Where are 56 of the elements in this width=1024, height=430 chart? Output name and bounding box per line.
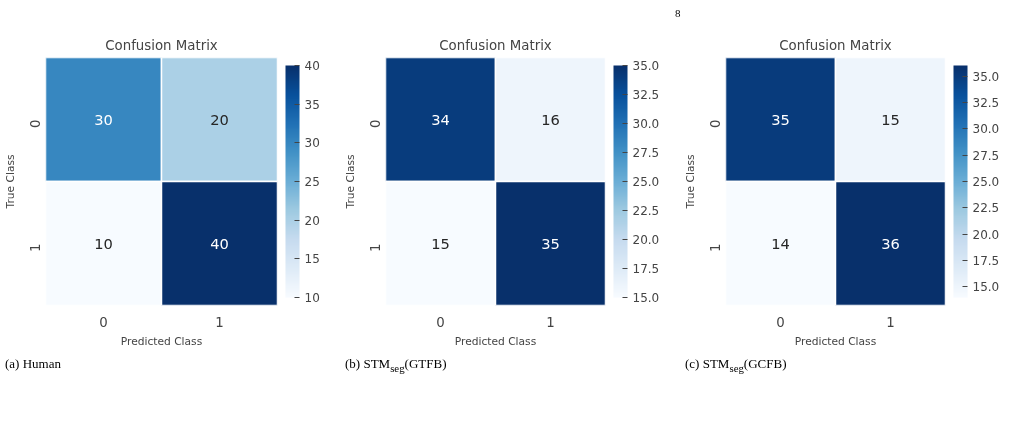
color-bar-label: 10 xyxy=(304,291,320,305)
color-bar-label: 40 xyxy=(304,59,320,73)
color-bar-label: 35.0 xyxy=(972,69,1000,84)
x-tick-label: 1 xyxy=(215,314,224,330)
x-axis-title: Predicted Class xyxy=(454,334,537,348)
data-label: 14 xyxy=(771,234,790,252)
text: (a) Human xyxy=(5,355,61,373)
color-bar-label: 20 xyxy=(304,213,320,228)
chart-title: Confusion Matrix xyxy=(105,37,218,53)
color-bar-label: 25.0 xyxy=(972,175,1000,189)
text: 8 xyxy=(675,6,681,21)
color-bar-label: 15.0 xyxy=(972,280,1000,295)
color-bar-label: 25.0 xyxy=(632,175,660,189)
color-bar-label: 15 xyxy=(304,252,320,267)
data-label: 15 xyxy=(431,234,450,252)
color-bar-label: 20.0 xyxy=(972,227,1000,242)
data-label: 35 xyxy=(771,110,790,128)
color-bar-label: 22.5 xyxy=(972,201,1000,216)
data-label: 20 xyxy=(210,110,229,128)
color-bar-label: 25 xyxy=(304,175,320,189)
color-bar-label: 20.0 xyxy=(632,233,660,247)
color-bar-label: 15.0 xyxy=(632,291,660,305)
data-label: 10 xyxy=(94,234,113,252)
data-label: 34 xyxy=(431,110,450,128)
color-bar-label: 32.5 xyxy=(632,88,660,102)
data-label: 35 xyxy=(541,234,560,252)
data-label: 15 xyxy=(881,110,900,128)
data-label: 16 xyxy=(541,110,560,128)
x-tick-label: 1 xyxy=(886,314,895,330)
color-bar-label: 30.0 xyxy=(972,122,1000,137)
color-bar-label: 35.0 xyxy=(632,59,660,73)
y-axis-title: True Class xyxy=(3,154,17,210)
x-axis-title: Predicted Class xyxy=(120,334,203,348)
chart-title: Confusion Matrix xyxy=(779,37,892,53)
color-bar-label: 30 xyxy=(304,136,320,151)
y-axis-title: True Class xyxy=(683,154,697,210)
color-bar-label: 35 xyxy=(304,97,320,112)
color-bar-label: 22.5 xyxy=(632,204,660,218)
data-label: 30 xyxy=(94,110,113,128)
x-tick-label: 1 xyxy=(546,314,555,330)
color-bar-label: 30.0 xyxy=(632,117,660,131)
color-bar-label: 27.5 xyxy=(972,148,1000,163)
data-label: 40 xyxy=(210,234,229,252)
data-label: 36 xyxy=(881,234,900,252)
text: (c) STM$_{seg}$(GCFB) xyxy=(685,355,787,376)
color-bar-label: 32.5 xyxy=(972,95,1000,110)
x-tick-label: 0 xyxy=(776,314,785,330)
x-tick-label: 0 xyxy=(99,314,108,330)
color-bar-label: 17.5 xyxy=(632,262,660,276)
x-tick-label: 0 xyxy=(436,314,445,330)
x-axis-title: Predicted Class xyxy=(794,334,877,348)
y-axis-title: True Class xyxy=(343,154,357,210)
chart-title: Confusion Matrix xyxy=(439,37,552,53)
color-bar-label: 27.5 xyxy=(632,146,660,160)
text: (b) STM$_{seg}$(GTFB) xyxy=(345,355,447,376)
color-bar-label: 17.5 xyxy=(972,254,1000,269)
